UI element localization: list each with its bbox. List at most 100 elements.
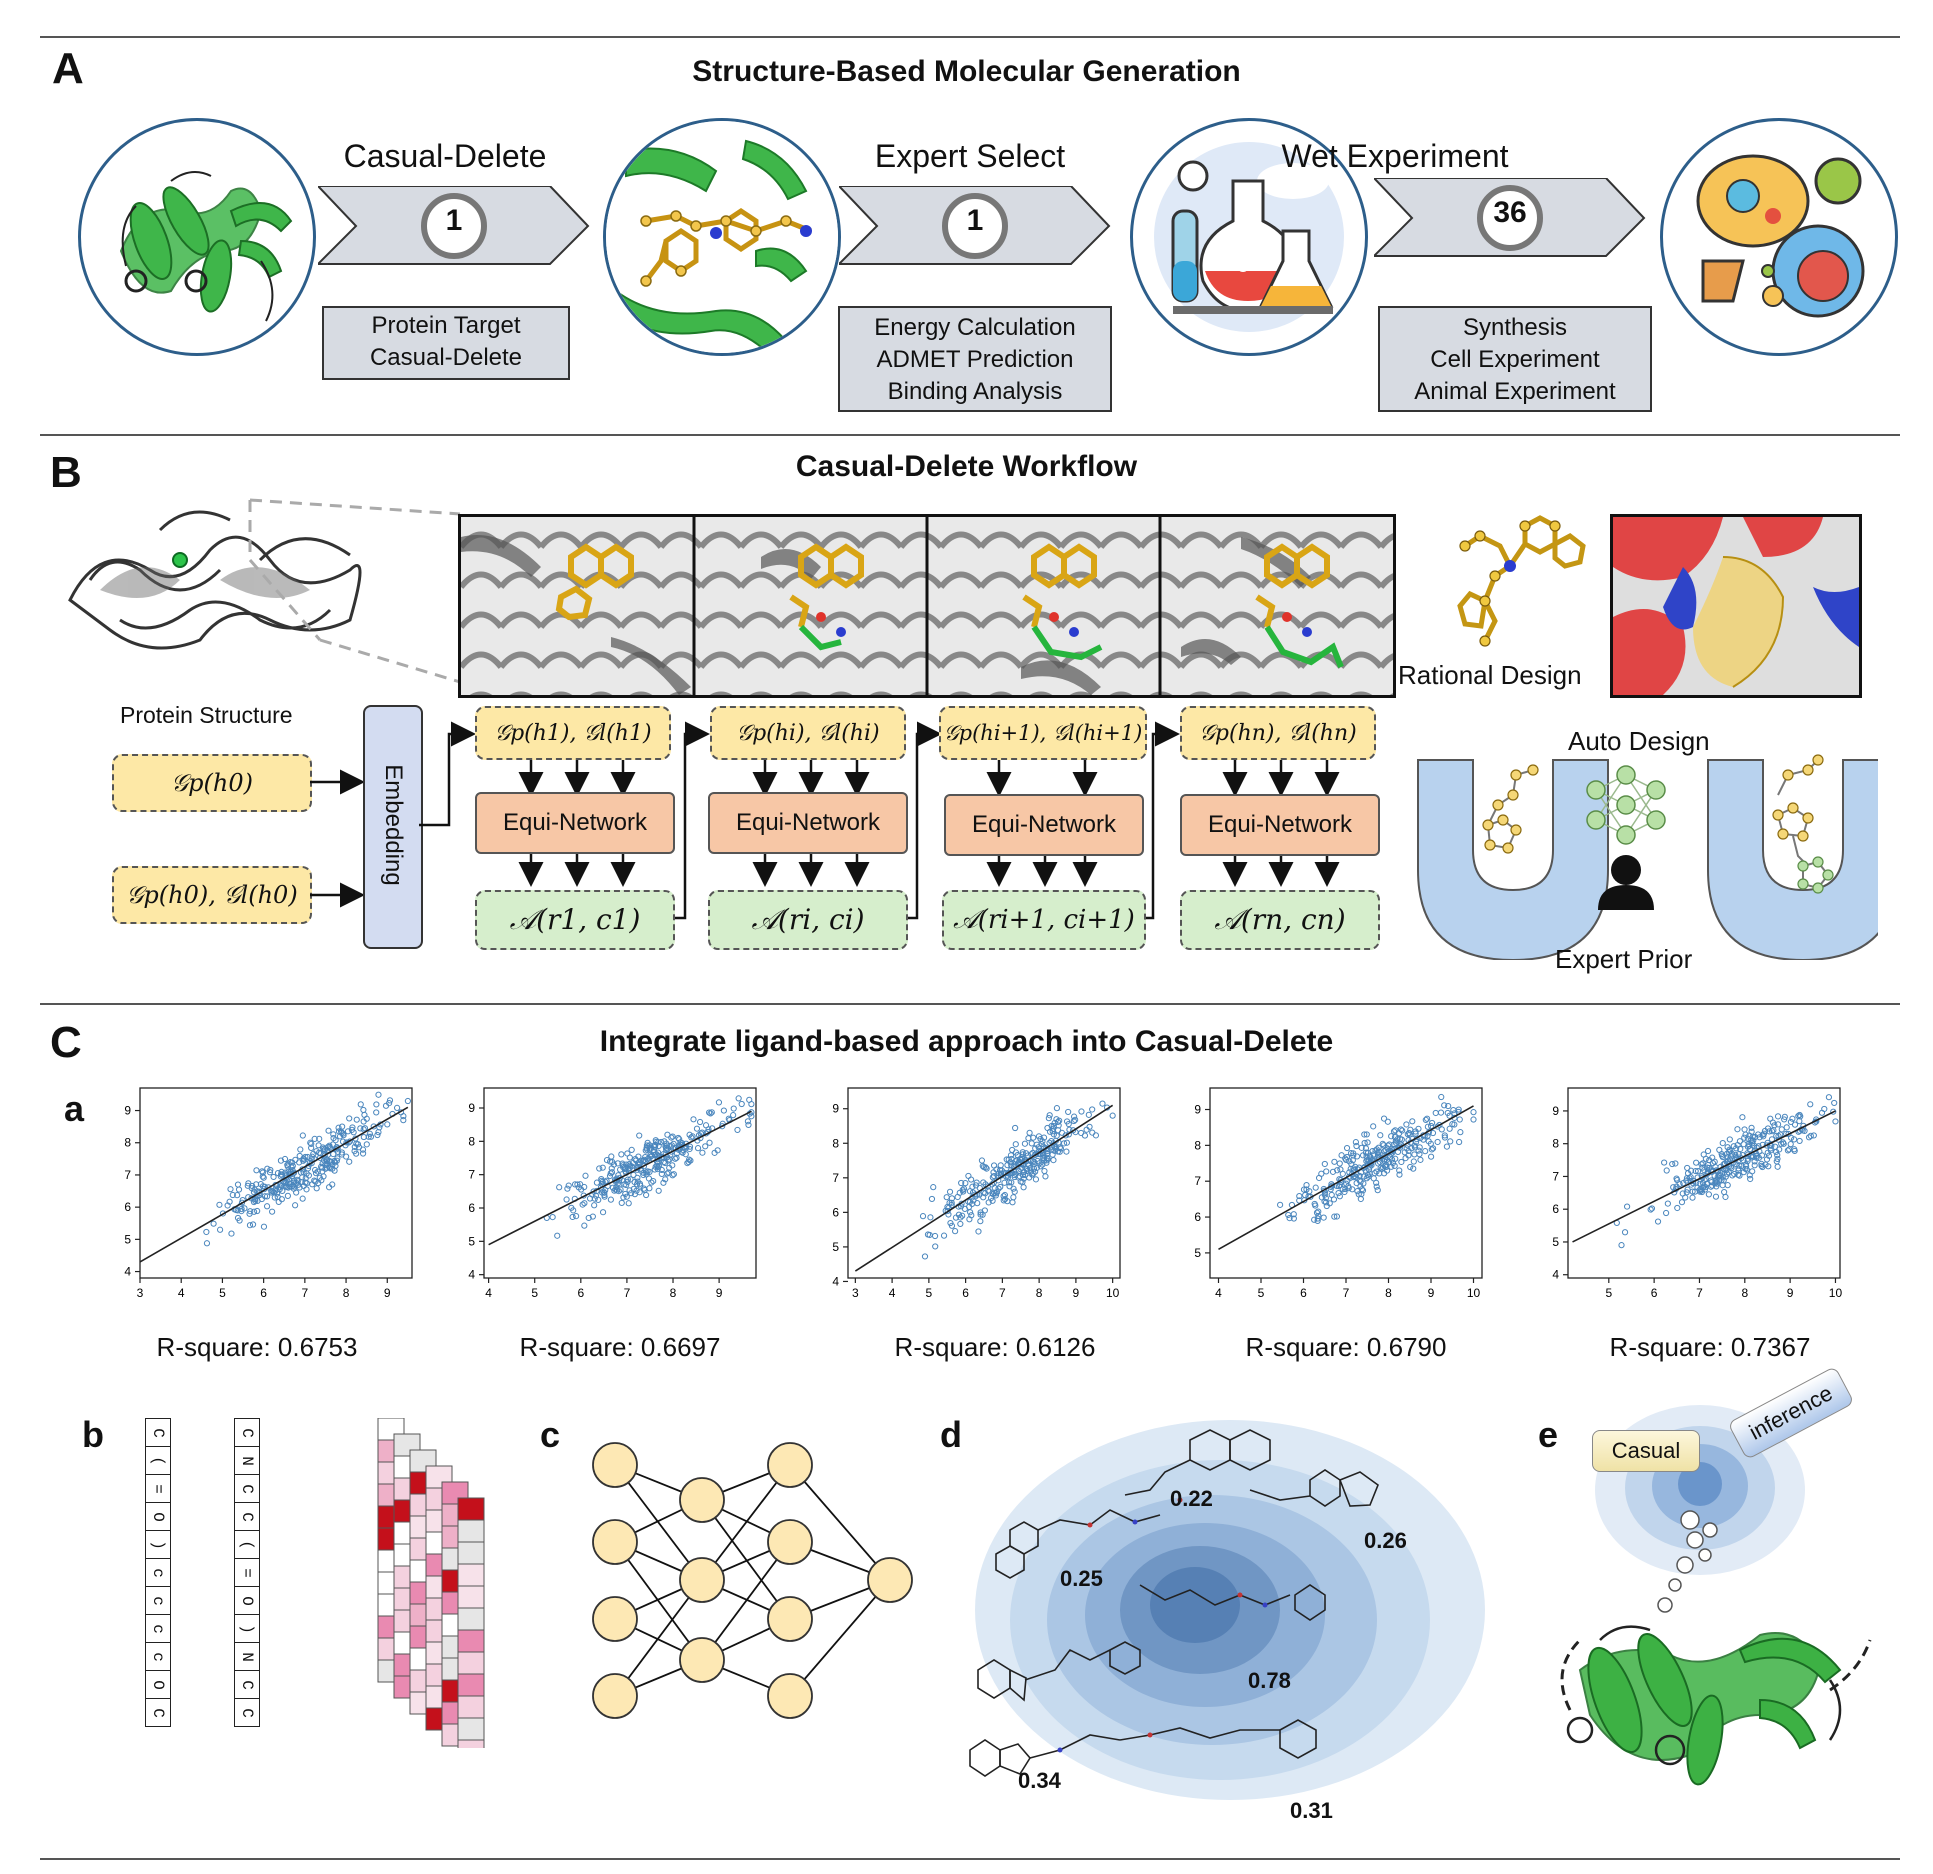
data-point <box>650 1149 657 1156</box>
data-point <box>1089 1129 1096 1136</box>
data-point <box>1740 1157 1747 1164</box>
data-point <box>1719 1182 1726 1189</box>
matrix-cell <box>457 1519 485 1543</box>
top-rule <box>40 36 1900 38</box>
r-square-1: R-square: 0.6753 <box>156 1332 358 1362</box>
step-2-count: 1 <box>966 204 984 237</box>
data-point <box>630 1171 637 1179</box>
action-n: 𝒜(rn, cn) <box>1180 890 1380 950</box>
x-tick-label: 9 <box>716 1286 723 1300</box>
smiles-token-text: C <box>148 1427 167 1438</box>
data-point <box>1783 1124 1790 1131</box>
data-point <box>400 1117 407 1124</box>
data-point <box>1754 1131 1762 1138</box>
equi-network-1: Equi-Network <box>475 792 675 854</box>
data-point <box>653 1138 660 1146</box>
smiles-token-text: = <box>148 1483 167 1494</box>
data-point <box>1398 1158 1405 1166</box>
plot-frame <box>483 1087 757 1279</box>
data-point <box>296 1152 303 1160</box>
data-point <box>1416 1151 1423 1158</box>
data-point <box>1343 1153 1351 1161</box>
data-point <box>1801 1127 1808 1135</box>
data-point <box>952 1228 959 1235</box>
y-tick-label: 5 <box>832 1240 839 1254</box>
data-point <box>353 1116 360 1123</box>
step-1-count: 1 <box>445 204 463 237</box>
data-point <box>1338 1152 1345 1159</box>
data-point <box>322 1165 329 1172</box>
data-point <box>1388 1156 1396 1163</box>
data-point <box>334 1155 341 1162</box>
data-point <box>1734 1126 1741 1133</box>
y-tick-label: 9 <box>124 1104 131 1118</box>
data-point <box>1428 1119 1436 1127</box>
smiles-token: c <box>146 1643 170 1671</box>
data-point <box>305 1172 312 1179</box>
data-point <box>1360 1180 1367 1187</box>
y-tick-label: 5 <box>1552 1235 1559 1249</box>
data-point <box>646 1168 653 1175</box>
data-point <box>203 1240 211 1247</box>
x-tick-label: 4 <box>889 1286 896 1300</box>
data-point <box>1726 1136 1733 1143</box>
panel-c-title: Integrate ligand-based approach into Cas… <box>599 1025 1334 1058</box>
data-point <box>1796 1137 1803 1145</box>
workflow-connectors <box>419 721 1340 920</box>
data-point <box>1050 1140 1057 1147</box>
score-0-78: 0.78 <box>1248 1668 1291 1693</box>
nn-node <box>592 1596 638 1642</box>
plot-frame <box>1567 1087 1841 1279</box>
y-tick-label: 6 <box>1194 1210 1201 1224</box>
step-3-count: 36 <box>1493 196 1527 229</box>
data-point <box>1000 1193 1007 1200</box>
step-3-box-line-3: Animal Experiment <box>1414 378 1616 405</box>
neural-network-diagram <box>592 1442 913 1719</box>
x-tick-label: 6 <box>1300 1286 1307 1300</box>
data-point <box>1337 1176 1344 1184</box>
data-point <box>972 1182 980 1189</box>
data-point <box>1446 1125 1453 1132</box>
embedding-block: Embedding <box>363 705 423 949</box>
data-point <box>1741 1126 1748 1133</box>
data-point <box>685 1158 692 1166</box>
data-point <box>1380 1115 1388 1122</box>
data-point <box>1693 1159 1700 1166</box>
data-point <box>1674 1204 1681 1212</box>
data-point <box>289 1170 296 1177</box>
data-point <box>1358 1144 1365 1151</box>
data-point <box>1092 1132 1100 1139</box>
matrix-cell <box>457 1541 485 1565</box>
data-point <box>959 1186 966 1193</box>
data-point <box>1017 1166 1024 1173</box>
data-point <box>1712 1193 1720 1200</box>
data-point <box>263 1193 271 1200</box>
data-point <box>581 1200 588 1207</box>
data-point <box>1810 1132 1817 1139</box>
data-point <box>1407 1163 1414 1171</box>
data-point <box>322 1155 329 1162</box>
data-point <box>564 1185 571 1192</box>
x-tick-label: 3 <box>852 1286 859 1300</box>
data-point <box>1832 1118 1839 1125</box>
data-point <box>1065 1120 1072 1128</box>
data-point <box>585 1214 592 1222</box>
data-point <box>365 1133 372 1140</box>
data-point <box>643 1146 651 1153</box>
step-3-box-line-2: Cell Experiment <box>1430 346 1600 373</box>
data-point <box>329 1141 337 1148</box>
data-point <box>1664 1200 1671 1207</box>
data-point <box>1669 1160 1676 1168</box>
data-point <box>373 1101 380 1108</box>
data-point <box>1674 1176 1681 1184</box>
nn-node <box>679 1477 725 1523</box>
data-point <box>1731 1170 1738 1178</box>
x-tick-label: 4 <box>485 1286 492 1300</box>
data-point <box>943 1194 950 1201</box>
data-point <box>1694 1168 1702 1175</box>
data-point <box>1392 1155 1399 1162</box>
data-point <box>1352 1139 1359 1146</box>
state-i-plus-1: 𝒢p(hi+1), 𝒢l(hi+1) <box>939 706 1147 760</box>
data-point <box>1415 1147 1422 1154</box>
matrix-cell <box>457 1673 485 1697</box>
